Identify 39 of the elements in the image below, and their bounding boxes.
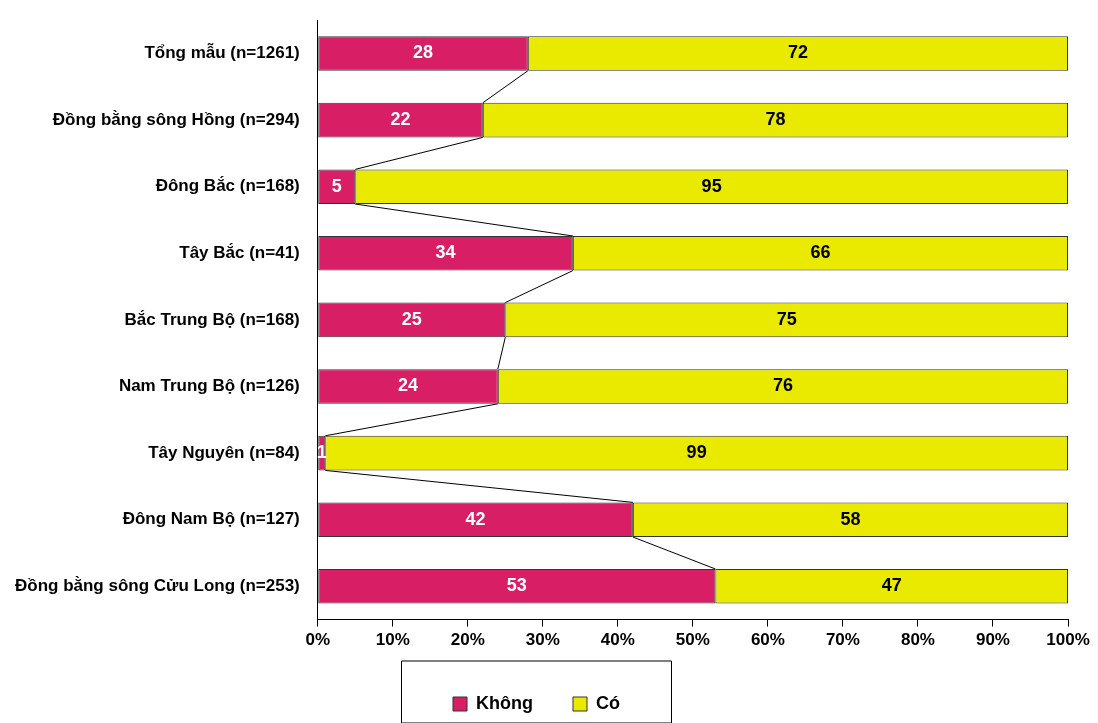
data-label: 34 [435, 242, 456, 263]
y-tick-label: Tổng mẫu (n=1261) [144, 43, 300, 63]
x-tick-label: 90% [975, 630, 1010, 650]
legend-label: Có [595, 692, 620, 713]
y-tick-label: Tây Bắc (n=41) [179, 242, 300, 262]
data-label: 42 [465, 508, 486, 529]
x-tick-label: 60% [750, 630, 785, 650]
data-label: 53 [506, 575, 527, 596]
data-label: 22 [390, 109, 411, 130]
legend-label: Không [476, 692, 533, 713]
data-label: 99 [686, 442, 707, 463]
data-label: 75 [776, 308, 797, 329]
x-tick-label: 30% [525, 630, 560, 650]
x-tick-label: 100% [1046, 630, 1090, 650]
data-label: 28 [413, 42, 434, 63]
y-tick-label: Đông Bắc (n=168) [155, 176, 300, 196]
data-label: 95 [701, 175, 722, 196]
data-label: 78 [765, 109, 786, 130]
x-tick-label: 50% [675, 630, 710, 650]
data-label: 66 [810, 242, 831, 263]
y-tick-label: Nam Trung Bộ (n=126) [118, 376, 300, 396]
y-tick-label: Đông Nam Bộ (n=127) [122, 509, 300, 529]
y-tick-label: Đồng bằng sông Hồng (n=294) [52, 109, 300, 129]
data-label: 58 [840, 508, 861, 529]
data-label: 47 [881, 575, 902, 596]
x-tick-label: 0% [305, 630, 331, 650]
y-tick-label: Bắc Trung Bộ (n=168) [124, 309, 300, 329]
data-label: 76 [772, 375, 793, 396]
data-label: 24 [398, 375, 419, 396]
data-label: 72 [787, 42, 808, 63]
x-tick-label: 20% [450, 630, 485, 650]
x-tick-label: 40% [600, 630, 635, 650]
x-tick-label: 70% [825, 630, 860, 650]
data-label: 25 [401, 308, 422, 329]
data-label: 5 [331, 175, 342, 196]
x-tick-label: 80% [900, 630, 935, 650]
y-tick-label: Tây Nguyên (n=84) [148, 442, 300, 462]
y-tick-label: Đồng bằng sông Cửu Long (n=253) [14, 575, 300, 595]
x-tick-label: 10% [375, 630, 410, 650]
